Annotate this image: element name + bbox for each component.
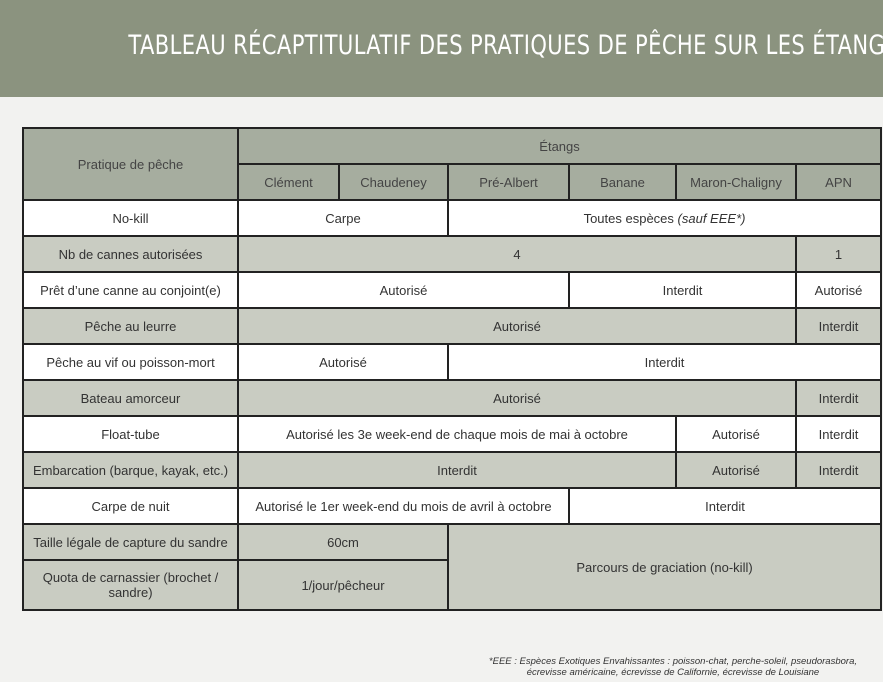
cell: Autorisé les 3e week-end de chaque mois … — [237, 415, 677, 453]
header-practice: Pratique de pêche — [22, 127, 239, 201]
cell: 1/jour/pêcheur — [237, 559, 449, 611]
cell: Autorisé — [794, 271, 883, 309]
header-pond: Maron-Chaligny — [675, 163, 797, 201]
page-title: Tableau récaptitulatif des pratiques de … — [128, 30, 883, 61]
cell: Autorisé — [675, 415, 797, 453]
cell-text: Toutes espèces — [583, 210, 674, 226]
cell: Autorisé — [237, 379, 797, 417]
table-row: Prêt d’une canne au conjoint(e) Autorisé… — [22, 271, 883, 309]
table-row: Taille légale de capture du sandre 60cm … — [22, 523, 883, 611]
cell: Interdit — [237, 451, 677, 489]
row-label: Embarcation (barque, kayak, etc.) — [22, 451, 239, 489]
title-banner: Tableau récaptitulatif des pratiques de … — [0, 0, 883, 97]
footnote-line: écrevisse américaine, écrevisse de Calif… — [526, 667, 820, 678]
cell: Autorisé — [237, 307, 797, 345]
row-label: Prêt d’une canne au conjoint(e) — [22, 271, 239, 309]
cell: Autorisé le 1er week-end du mois de avri… — [237, 487, 570, 525]
cell: Carpe — [237, 199, 449, 237]
cell: 1 — [794, 235, 883, 273]
row-label: Bateau amorceur — [22, 379, 239, 417]
table-row: Pêche au vif ou poisson-mort Autorisé In… — [22, 343, 883, 381]
cell: Interdit — [794, 307, 883, 345]
row-label: Pêche au leurre — [22, 307, 239, 345]
row-label: Float-tube — [22, 415, 239, 453]
header-pond: Clément — [237, 163, 340, 201]
header-pond: Chaudeney — [338, 163, 449, 201]
table-row: Carpe de nuit Autorisé le 1er week-end d… — [22, 487, 883, 525]
row-label: Quota de carnassier (brochet / sandre) — [22, 559, 239, 611]
table-row: Embarcation (barque, kayak, etc.) Interd… — [22, 451, 883, 489]
cell: Interdit — [794, 379, 883, 417]
row-label: Pêche au vif ou poisson-mort — [22, 343, 239, 381]
cell: Autorisé — [237, 271, 570, 309]
cell: 4 — [237, 235, 797, 273]
row-label: Carpe de nuit — [22, 487, 239, 525]
cell: Interdit — [794, 451, 883, 489]
header-pond: Banane — [568, 163, 677, 201]
cell: Interdit — [568, 271, 797, 309]
cell: Autorisé — [237, 343, 449, 381]
header-ponds: Étangs — [236, 127, 883, 165]
cell: Interdit — [794, 415, 883, 453]
cell: 60cm — [237, 523, 449, 561]
header-pond: Pré-Albert — [447, 163, 570, 201]
table-row: Float-tube Autorisé les 3e week-end de c… — [22, 415, 883, 453]
table-row: No-kill Carpe Toutes espèces (sauf EEE*) — [22, 199, 883, 237]
row-label: Taille légale de capture du sandre — [22, 523, 239, 561]
cell: Interdit — [567, 487, 883, 525]
cell: Interdit — [446, 343, 883, 381]
table-row: Nb de cannes autorisées 4 1 — [22, 235, 883, 273]
footnote-line: *EEE : Espèces Exotiques Envahissantes :… — [488, 656, 857, 667]
cell: Autorisé — [675, 451, 797, 489]
table-row: Bateau amorceur Autorisé Interdit — [22, 379, 883, 417]
row-label: Nb de cannes autorisées — [22, 235, 239, 273]
cell: Parcours de graciation (no-kill) — [446, 523, 883, 611]
cell-note: (sauf EEE*) — [677, 210, 746, 226]
cell: Toutes espèces (sauf EEE*) — [446, 199, 883, 237]
fishing-practices-table: Pratique de pêche Étangs Clément Chauden… — [22, 127, 883, 611]
table-row: Quota de carnassier (brochet / sandre) 1… — [22, 559, 881, 611]
table-row: Pêche au leurre Autorisé Interdit — [22, 307, 883, 345]
row-label: No-kill — [22, 199, 239, 237]
header-pond: APN — [794, 163, 883, 201]
footnote: *EEE : Espèces Exotiques Envahissantes :… — [489, 656, 857, 678]
